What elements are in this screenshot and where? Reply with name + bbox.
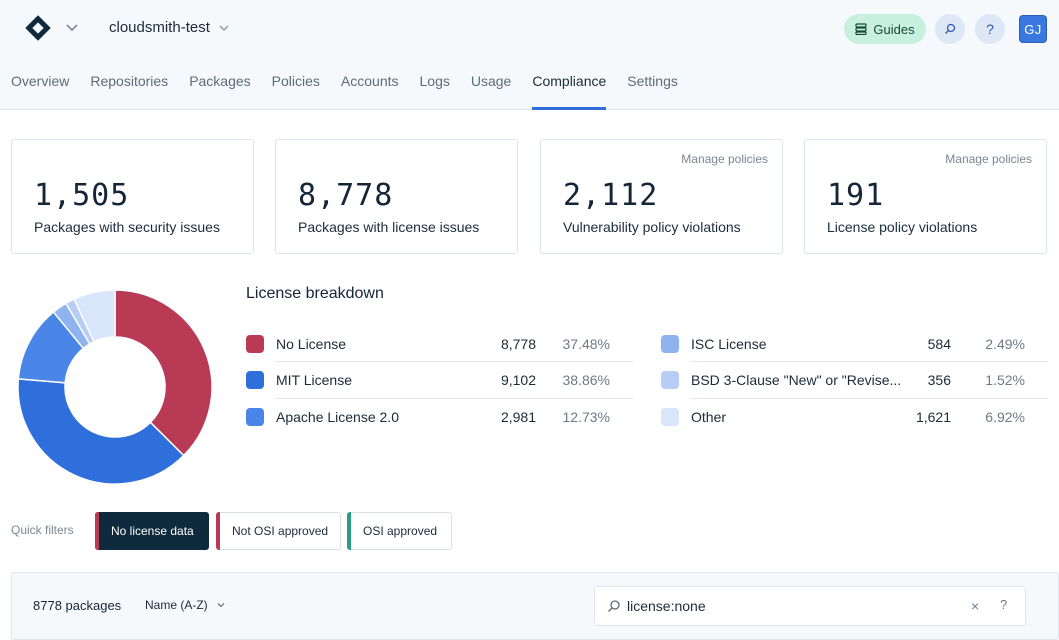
- chevron-down-icon[interactable]: [64, 19, 80, 35]
- chevron-down-icon: [217, 603, 225, 608]
- license-row[interactable]: MIT License 9,102 38.86%: [246, 362, 633, 399]
- license-row[interactable]: No License 8,778 37.48%: [246, 325, 633, 362]
- guides-button[interactable]: Guides: [844, 14, 926, 44]
- search-button[interactable]: [935, 14, 965, 44]
- guides-label: Guides: [873, 21, 915, 37]
- package-count: 8778 packages: [33, 598, 122, 613]
- legend-swatch: [246, 334, 264, 353]
- license-name: Apache License 2.0: [276, 408, 399, 425]
- tab-overview[interactable]: Overview: [11, 73, 70, 89]
- filter-accent-bar: [95, 512, 99, 550]
- license-percent: 37.48%: [562, 335, 610, 352]
- legend-swatch: [246, 407, 264, 426]
- license-count: 1,621: [915, 408, 951, 425]
- license-percent: 2.49%: [985, 335, 1025, 352]
- clear-search-icon[interactable]: ×: [971, 598, 980, 614]
- license-count: 2,981: [500, 408, 536, 425]
- license-count: 584: [927, 335, 951, 352]
- org-chevron-down-icon[interactable]: [217, 21, 231, 35]
- layers-icon: [855, 23, 867, 35]
- license-name: MIT License: [276, 372, 352, 388]
- quick-filter-label: OSI approved: [363, 524, 438, 538]
- quick-filter-label: No license data: [111, 524, 194, 538]
- tab-policies[interactable]: Policies: [271, 73, 320, 89]
- quick-filter-osi-approved[interactable]: OSI approved: [347, 512, 452, 550]
- tab-compliance[interactable]: Compliance: [532, 66, 606, 110]
- tab-packages[interactable]: Packages: [189, 73, 251, 89]
- stat-label: Packages with license issues: [298, 219, 480, 235]
- license-name: ISC License: [691, 335, 767, 352]
- donut-slice-mit[interactable]: [17, 378, 185, 485]
- search-icon: [945, 23, 956, 34]
- cloudsmith-logo-icon[interactable]: [24, 14, 52, 42]
- sort-label: Name (A-Z): [145, 598, 208, 612]
- license-percent: 1.52%: [985, 372, 1025, 388]
- quick-filter-label: Not OSI approved: [232, 524, 329, 538]
- stat-value: 191: [827, 178, 885, 213]
- package-search: × ?: [594, 586, 1026, 626]
- stat-card-license: 8,778 Packages with license issues: [275, 139, 518, 254]
- search-input[interactable]: [627, 595, 957, 617]
- legend-swatch: [246, 371, 264, 389]
- license-breakdown-title: License breakdown: [246, 285, 384, 302]
- help-button[interactable]: ?: [975, 14, 1005, 44]
- sort-dropdown[interactable]: Name (A-Z): [145, 598, 226, 612]
- tab-settings[interactable]: Settings: [627, 73, 678, 89]
- license-percent: 38.86%: [562, 372, 610, 388]
- license-percent: 6.92%: [985, 408, 1025, 425]
- donut-slice-no[interactable]: [114, 289, 213, 457]
- filter-accent-bar: [347, 512, 351, 550]
- help-icon: ?: [986, 21, 994, 37]
- stat-value: 8,778: [298, 178, 394, 213]
- license-name: Other: [691, 408, 727, 425]
- tab-usage[interactable]: Usage: [470, 73, 512, 89]
- legend-swatch: [661, 371, 679, 389]
- license-count: 8,778: [500, 335, 536, 352]
- stat-card-security: 1,505 Packages with security issues: [11, 139, 254, 254]
- packages-toolbar: 8778 packages Name (A-Z) × ?: [11, 572, 1059, 640]
- license-percent: 12.73%: [562, 408, 610, 425]
- license-count: 356: [927, 372, 951, 388]
- license-row[interactable]: Apache License 2.0 2,981 12.73%: [246, 398, 633, 435]
- quick-filters-label: Quick filters: [11, 523, 74, 537]
- manage-policies-link[interactable]: Manage policies: [681, 152, 768, 166]
- license-name: BSD 3-Clause "New" or "Revise...: [691, 372, 901, 388]
- license-name: No License: [276, 335, 347, 352]
- org-name[interactable]: cloudsmith-test: [109, 19, 210, 36]
- quick-filter-no-license-data[interactable]: No license data: [95, 512, 209, 550]
- donut-slice-other[interactable]: [73, 289, 116, 343]
- license-row[interactable]: Other 1,621 6.92%: [661, 398, 1048, 435]
- quick-filter-not-osi-approved[interactable]: Not OSI approved: [216, 512, 341, 550]
- search-help-icon[interactable]: ?: [1000, 597, 1008, 612]
- stat-card-license-policy: Manage policies 191 License policy viola…: [804, 139, 1047, 254]
- license-donut-chart: [17, 289, 213, 485]
- filter-accent-bar: [216, 512, 220, 550]
- manage-policies-link[interactable]: Manage policies: [945, 152, 1032, 166]
- top-header: cloudsmith-test Guides ? GJ Overview Repo…: [0, 0, 1059, 110]
- license-count: 9,102: [500, 372, 536, 388]
- stat-label: Packages with security issues: [34, 219, 220, 235]
- tab-accounts[interactable]: Accounts: [340, 73, 399, 89]
- avatar[interactable]: GJ: [1019, 15, 1047, 43]
- stat-value: 1,505: [34, 178, 130, 213]
- tab-logs[interactable]: Logs: [419, 73, 450, 89]
- search-icon: [608, 600, 620, 612]
- stat-label: Vulnerability policy violations: [563, 219, 741, 235]
- license-row[interactable]: BSD 3-Clause "New" or "Revise... 356 1.52%: [661, 362, 1048, 399]
- main-tabs: Overview Repositories Packages Policies Acco…: [0, 66, 688, 110]
- legend-swatch: [661, 334, 679, 353]
- stat-label: License policy violations: [827, 219, 978, 235]
- stat-card-vulnerability-policy: Manage policies 2,112 Vulnerability poli…: [540, 139, 783, 254]
- license-row[interactable]: ISC License 584 2.49%: [661, 325, 1048, 362]
- stat-value: 2,112: [563, 178, 659, 213]
- tab-repositories[interactable]: Repositories: [90, 73, 169, 89]
- legend-swatch: [661, 407, 679, 426]
